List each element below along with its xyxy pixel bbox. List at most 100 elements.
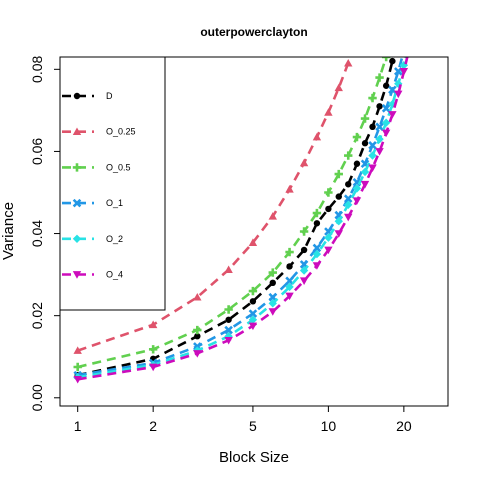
legend-label: O_1 [106, 198, 123, 208]
data-point [334, 217, 343, 226]
data-point [388, 85, 397, 95]
data-point [388, 111, 397, 119]
data-point [299, 227, 309, 236]
data-point [248, 238, 258, 246]
data-point [224, 336, 233, 345]
legend-item: O_4 [62, 270, 123, 280]
data-point [312, 132, 322, 141]
data-point [343, 194, 353, 203]
data-point [352, 132, 362, 142]
data-point [368, 164, 377, 173]
data-point [324, 188, 333, 197]
data-point [381, 118, 391, 127]
data-point [148, 363, 158, 372]
data-point [248, 286, 258, 296]
legend-item: D [62, 91, 113, 101]
data-point [361, 140, 369, 147]
data-point [360, 114, 370, 123]
x-axis-label: Block Size [219, 449, 289, 466]
chart-title: outerpowerclayton [200, 25, 307, 39]
data-point [368, 140, 377, 150]
data-point [394, 90, 403, 99]
data-point [400, 47, 407, 54]
data-point [248, 309, 258, 318]
data-point [352, 184, 362, 193]
data-point [224, 305, 233, 314]
y-tick-label: 0.02 [29, 302, 45, 329]
data-point [299, 158, 309, 167]
data-point [148, 320, 158, 329]
data-point [344, 58, 353, 67]
data-point [375, 134, 384, 144]
legend-item: O_0.25 [62, 127, 136, 137]
data-point [369, 123, 376, 130]
data-point [225, 316, 232, 323]
legend-marker [72, 198, 82, 208]
legend-label: O_0.25 [106, 127, 136, 137]
legend-item: O_2 [62, 234, 123, 244]
series-o-4 [73, 45, 413, 384]
data-point [313, 220, 321, 227]
series-layer [73, 17, 413, 384]
data-point [312, 249, 322, 259]
data-point [286, 263, 293, 270]
data-point [73, 346, 82, 354]
data-point [268, 268, 277, 277]
data-point [299, 277, 309, 285]
data-point [248, 322, 258, 331]
data-point [300, 246, 308, 254]
data-point [368, 151, 377, 160]
x-tick-label: 1 [74, 418, 82, 434]
y-tick-label: 0.04 [29, 220, 45, 247]
legend-item: O_1 [62, 198, 123, 208]
legend-box [59, 56, 166, 311]
data-point [312, 243, 322, 253]
data-point [334, 83, 343, 92]
data-point [269, 279, 276, 287]
y-tick-label: 0.06 [29, 138, 45, 165]
data-point [368, 93, 377, 103]
data-point [401, 17, 407, 23]
data-point [375, 73, 384, 82]
data-point [395, 37, 401, 43]
series-o-2 [73, 57, 409, 382]
data-point [399, 68, 409, 76]
data-point [324, 108, 333, 116]
data-point [344, 213, 353, 222]
x-tick-label: 20 [396, 418, 412, 434]
series-d [74, 17, 407, 379]
data-point [360, 180, 370, 189]
legend-label: O_2 [106, 234, 123, 244]
data-point [285, 292, 294, 301]
data-point [193, 292, 202, 301]
data-point [353, 160, 361, 167]
data-point [382, 82, 390, 89]
data-point [344, 200, 353, 210]
data-point [344, 151, 353, 160]
data-point [285, 247, 294, 257]
data-point [389, 57, 396, 65]
data-point [299, 266, 309, 275]
data-point [268, 308, 277, 316]
x-tick-label: 5 [249, 418, 257, 434]
legend: D O_0.25 O_0.5 O_1 O_2 O_4 [59, 56, 166, 311]
data-point [375, 148, 384, 156]
series-line [77, 57, 409, 381]
data-point [325, 205, 332, 213]
data-point [268, 299, 277, 308]
data-point [148, 345, 158, 354]
data-point [381, 104, 391, 113]
data-point [312, 208, 322, 218]
data-point [360, 167, 370, 177]
data-point [324, 233, 333, 242]
series-o-1 [73, 47, 407, 380]
data-point [345, 181, 352, 188]
series-line [77, 57, 388, 369]
series-o-0-5 [73, 57, 391, 372]
data-point [381, 57, 391, 62]
data-point [73, 375, 82, 384]
data-point [405, 45, 413, 53]
data-point [376, 103, 383, 110]
data-point [248, 315, 258, 324]
data-point [381, 129, 391, 138]
